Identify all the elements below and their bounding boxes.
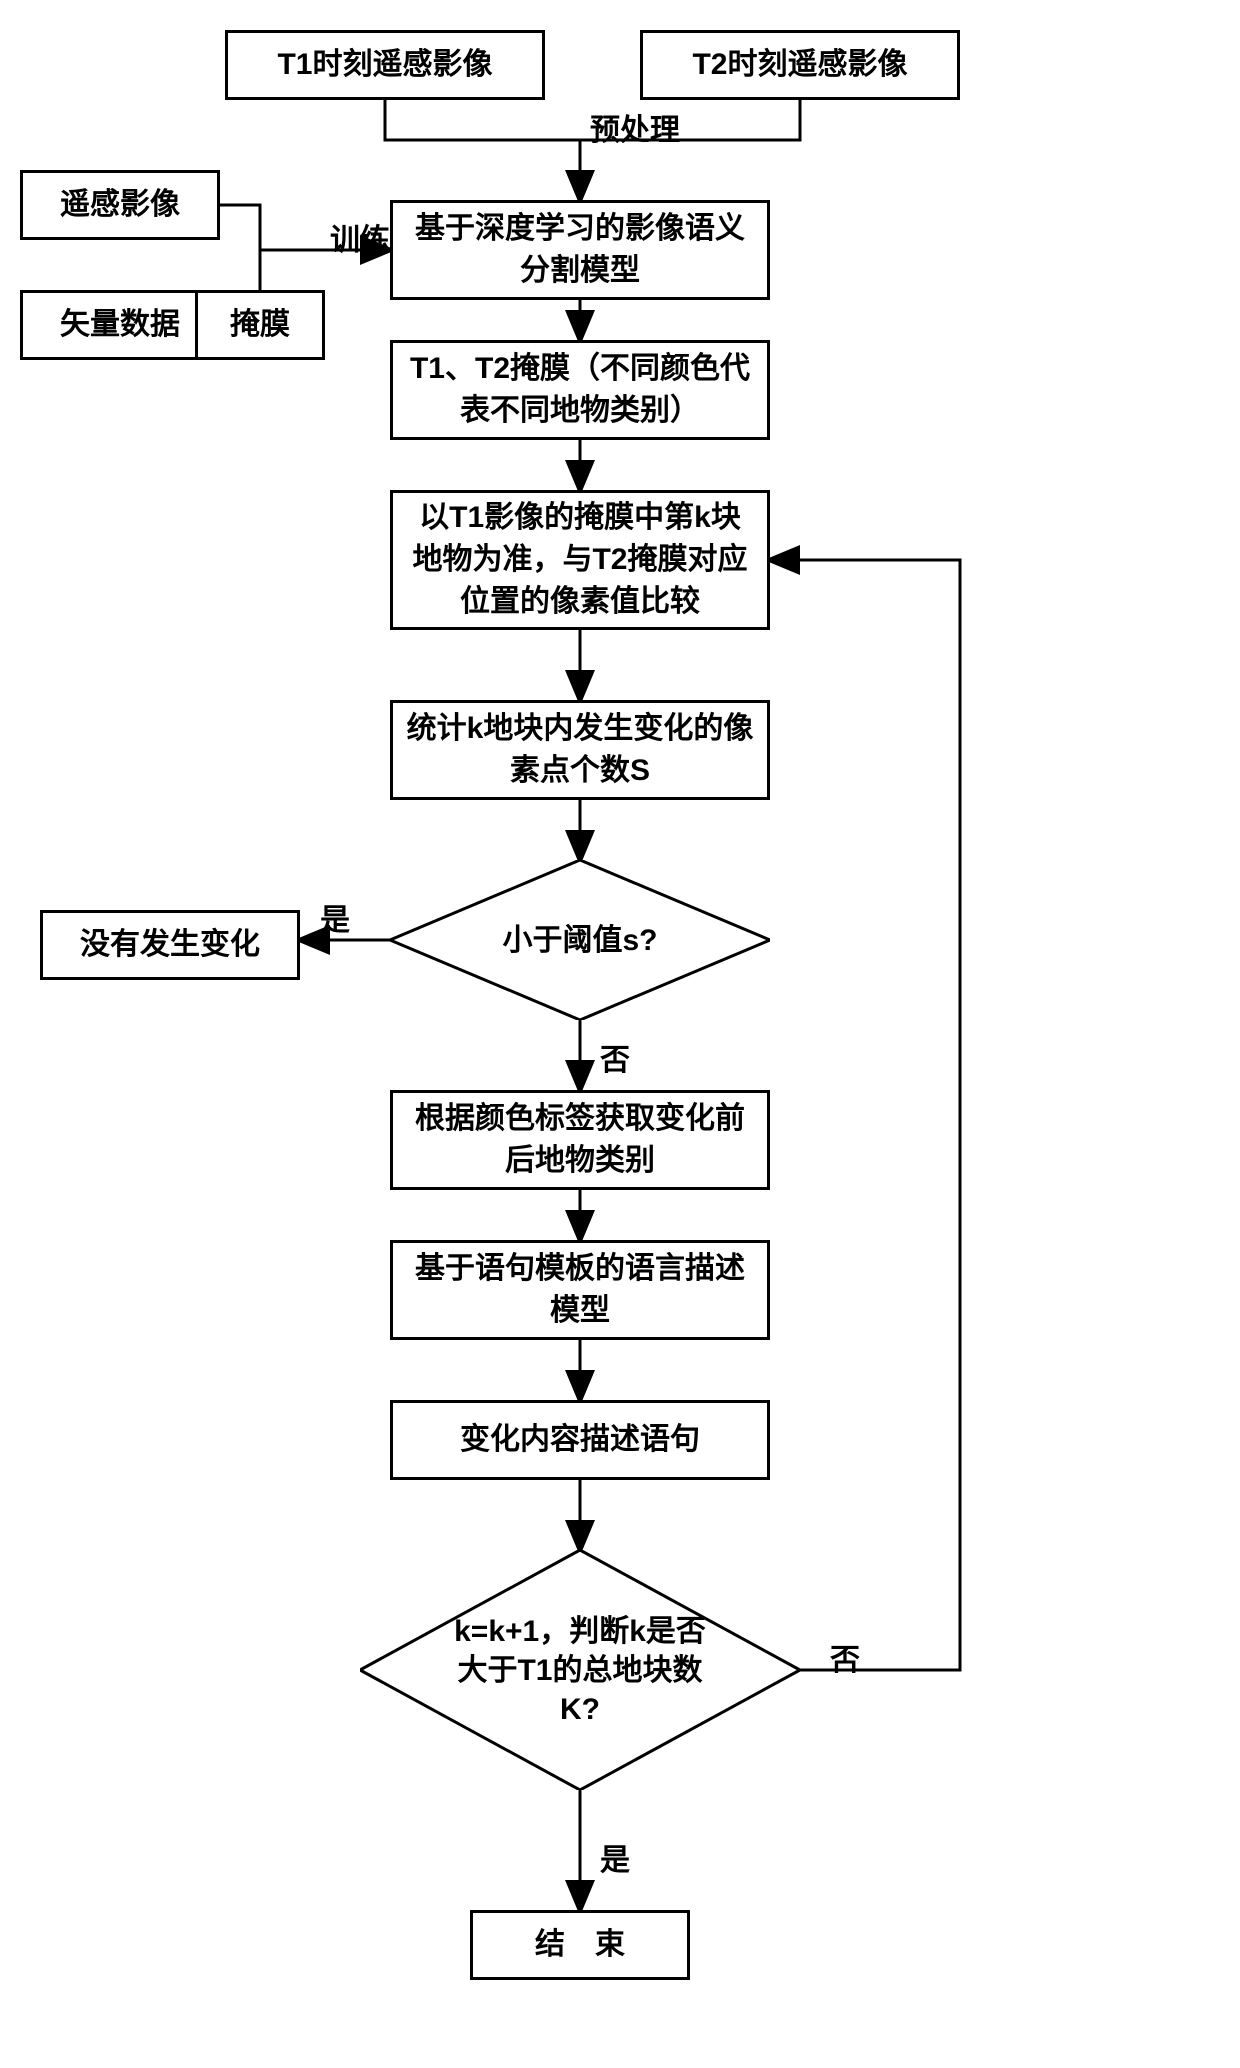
- node-t2_input: T2时刻遥感影像: [640, 30, 960, 100]
- edge-label-train: 训练: [330, 215, 390, 259]
- edge-label-no2: 否: [830, 1635, 860, 1679]
- node-t1_input: T1时刻遥感影像: [225, 30, 545, 100]
- node-no_change: 没有发生变化: [40, 910, 300, 980]
- node-vector_data: 矢量数据: [20, 290, 220, 360]
- node-end: 结 束: [470, 1910, 690, 1980]
- node-mask: 掩膜: [195, 290, 325, 360]
- node-t1t2_mask: T1、T2掩膜（不同颜色代表不同地物类别）: [390, 340, 770, 440]
- node-k_loop: k=k+1，判断k是否大于T1的总地块数K?: [360, 1550, 800, 1790]
- node-lt_threshold: 小于阈值s?: [390, 860, 770, 1020]
- edge-label-yes2: 是: [600, 1835, 630, 1879]
- edge-t1_down: [385, 100, 580, 140]
- node-lang_model: 基于语句模板的语言描述模型: [390, 1240, 770, 1340]
- node-seg_model: 基于深度学习的影像语义分割模型: [390, 200, 770, 300]
- node-compare_k: 以T1影像的掩膜中第k块地物为准，与T2掩膜对应位置的像素值比较: [390, 490, 770, 630]
- edge-dia2_no_loop: [770, 560, 960, 1670]
- edge-rs_to_train: [220, 205, 335, 250]
- node-count_s: 统计k地块内发生变化的像素点个数S: [390, 700, 770, 800]
- node-desc_sentence: 变化内容描述语句: [390, 1400, 770, 1480]
- edge-label-yes1: 是: [320, 895, 350, 939]
- node-rs_image: 遥感影像: [20, 170, 220, 240]
- edge-label-preprocess: 预处理: [590, 105, 680, 149]
- edge-label-no1: 否: [600, 1035, 630, 1079]
- node-get_class: 根据颜色标签获取变化前后地物类别: [390, 1090, 770, 1190]
